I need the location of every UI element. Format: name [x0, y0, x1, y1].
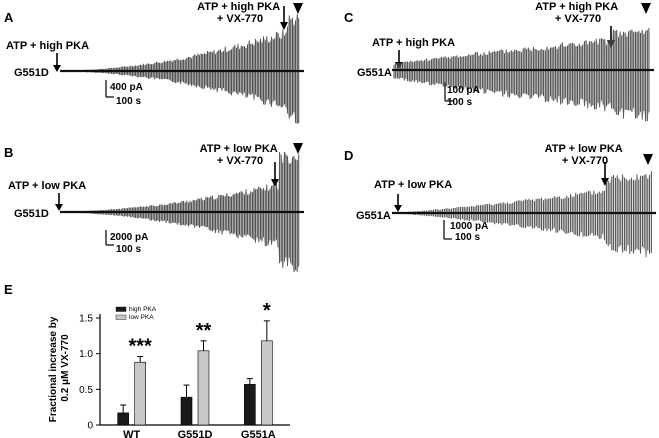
bar-low-pka-g551a: [261, 340, 273, 426]
annotation-start-b: ATP + low PKA: [8, 180, 86, 192]
annotation-start-d: ATP + low PKA: [374, 179, 452, 191]
panel-label-b: B: [4, 145, 13, 160]
scalebar-current-d: 1000 pA: [450, 221, 488, 232]
trace-label-b: G551D: [14, 208, 49, 220]
scalebar-time-b: 100 s: [116, 244, 141, 255]
panel-label-d: D: [344, 148, 353, 163]
arrowhead-start-d: [394, 205, 402, 212]
annotation-drug-a-line1: ATP + high PKA: [197, 1, 280, 13]
bar-chart: 0 0.5 1.0 1.5 WT *** G551D ** G551A * high PKAlow …: [79, 300, 290, 438]
arrowhead-start-a: [53, 65, 61, 72]
annotation-start-a: ATP + high PKA: [6, 40, 89, 52]
washout-marker-c: [641, 3, 651, 14]
panel-d: D ATP + low PKA ATP + low PKA + VX-770 G…: [344, 143, 656, 258]
trace-label-a: G551D: [14, 67, 49, 79]
significance-marker: **: [196, 320, 212, 342]
bar-high-pka-wt: [117, 412, 129, 426]
scalebar-time-d: 100 s: [455, 232, 480, 243]
arrowhead-drug-b: [271, 179, 279, 187]
significance-marker: ***: [128, 336, 152, 358]
annotation-drug-a-line2: + VX-770: [217, 13, 263, 25]
washout-marker-d: [643, 154, 653, 165]
scalebar-time-c: 100 s: [447, 97, 472, 108]
x-tick-label: G551A: [241, 429, 276, 438]
panel-c: C ATP + high PKA ATP + high PKA + VX-770…: [344, 1, 654, 122]
y-tick-label: 0: [87, 421, 93, 432]
scalebar-current-a: 400 pA: [110, 82, 143, 93]
annotation-drug-c-line2: + VX-770: [555, 13, 601, 25]
y-axis-label-line1: Fractional increase by: [48, 316, 59, 422]
y-tick-label: 1.0: [79, 349, 93, 360]
bar-high-pka-g551d: [180, 396, 193, 426]
trace-c-spikes: [393, 27, 650, 122]
annotation-drug-a: ATP + high PKA + VX-770: [197, 1, 283, 25]
trace-a-spikes: [61, 14, 300, 124]
annotation-drug-d: ATP + low PKA + VX-770: [545, 143, 626, 167]
arrowhead-drug-d: [601, 178, 609, 186]
bar-low-pka-wt: [134, 361, 146, 426]
legend-swatch: [115, 314, 127, 320]
panel-b: B ATP + low PKA ATP + low PKA + VX-770 G…: [4, 143, 304, 272]
annotation-drug-c: ATP + high PKA + VX-770: [535, 1, 621, 25]
current-trace-a: [60, 14, 304, 124]
current-trace-c: [392, 27, 654, 122]
annotation-drug-d-line1: ATP + low PKA: [545, 143, 623, 155]
significance-marker: *: [263, 300, 271, 322]
x-tick-label: WT: [123, 429, 140, 438]
scalebar-current-c: 100 pA: [447, 85, 480, 96]
legend-swatch: [115, 306, 127, 312]
y-tick-label: 1.5: [79, 314, 93, 325]
annotation-drug-b-line1: ATP + low PKA: [200, 143, 278, 155]
bar-high-pka-g551a: [244, 384, 256, 426]
trace-label-d: G551A: [356, 210, 391, 222]
washout-marker-b: [293, 143, 303, 154]
panel-label-e: E: [4, 282, 13, 297]
current-trace-b: [60, 152, 304, 272]
bar-low-pka-g551d: [197, 350, 210, 426]
annotation-drug-b-line2: + VX-770: [217, 155, 263, 167]
arrowhead-drug-a: [280, 22, 288, 30]
scalebar-current-b: 2000 pA: [110, 232, 148, 243]
annotation-drug-d-line2: + VX-770: [562, 155, 608, 167]
washout-marker-a: [293, 3, 303, 14]
arrowhead-start-b: [55, 204, 63, 211]
panel-e: E Fractional increase by 0.2 μM VX-770 0…: [4, 282, 290, 438]
panel-label-a: A: [4, 10, 14, 25]
panel-a: A ATP + high PKA ATP + high PKA + VX-770…: [4, 1, 304, 124]
panel-label-c: C: [344, 10, 354, 25]
annotation-drug-b: ATP + low PKA + VX-770: [200, 143, 281, 167]
annotation-start-c: ATP + high PKA: [372, 37, 455, 49]
y-axis-label: Fractional increase by 0.2 μM VX-770: [48, 314, 71, 422]
trace-d-envelope: [394, 171, 652, 258]
trace-label-c: G551A: [357, 67, 392, 79]
y-axis-label-line2: 0.2 μM VX-770: [60, 334, 71, 402]
legend-entry: low PKA: [129, 314, 154, 321]
scalebar-time-a: 100 s: [116, 96, 141, 107]
y-tick-label: 0.5: [79, 385, 93, 396]
current-trace-d: [392, 171, 656, 258]
annotation-drug-c-line1: ATP + high PKA: [535, 1, 618, 13]
x-tick-label: G551D: [178, 429, 213, 438]
legend-entry: high PKA: [129, 306, 157, 313]
